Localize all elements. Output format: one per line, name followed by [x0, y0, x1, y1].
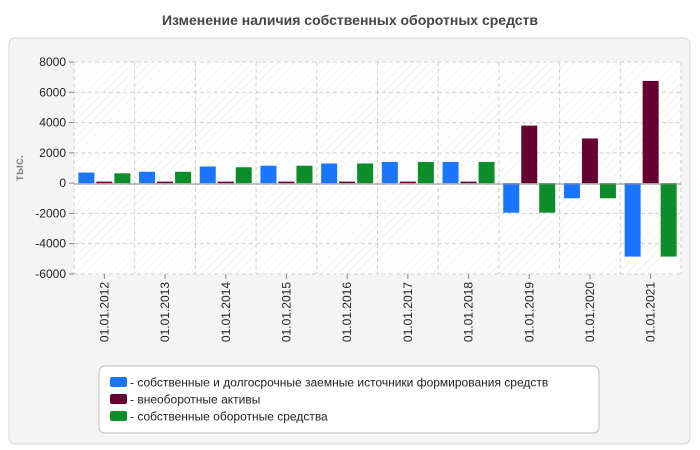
- bar-series-1: [321, 163, 338, 184]
- bar-series-2: [217, 181, 234, 184]
- y-axis: -6000 -4000 -2000 0 2000 4000 6000 8000: [35, 55, 74, 281]
- bar-series-2: [339, 181, 356, 184]
- bar-series-1: [563, 183, 580, 199]
- x-tick-label: 01.01.2015: [279, 282, 293, 342]
- bar-series-1: [139, 171, 156, 184]
- y-tick-label: 8000: [39, 55, 66, 69]
- legend-swatch-series-1: [110, 377, 127, 387]
- bar-series-1: [199, 166, 216, 184]
- bar-series-2: [460, 181, 477, 184]
- bar-series-1: [381, 161, 398, 184]
- bar-series-1: [78, 172, 95, 184]
- y-tick-label: 4000: [39, 116, 66, 130]
- legend-box: [98, 365, 600, 434]
- bar-series-2: [96, 181, 113, 184]
- bar-series-2: [581, 138, 598, 184]
- bar-series-3: [235, 167, 252, 184]
- bar-series-3: [478, 161, 495, 184]
- y-tick-label: -4000: [35, 237, 66, 251]
- legend-items: - собственные и долгосрочные заемные ист…: [110, 376, 548, 424]
- bar-series-2: [399, 181, 416, 184]
- legend-swatch-series-2: [110, 394, 127, 404]
- bar-series-2: [642, 80, 659, 184]
- legend-label-series-1: - собственные и долгосрочные заемные ист…: [130, 376, 548, 390]
- bar-series-3: [417, 161, 434, 184]
- y-tick-label: -2000: [35, 206, 66, 220]
- x-tick-label: 01.01.2021: [644, 282, 658, 342]
- x-tick-label: 01.01.2019: [522, 282, 536, 342]
- legend-label-series-2: - внеоборотные активы: [130, 393, 260, 407]
- bar-series-3: [599, 183, 616, 199]
- bar-series-3: [357, 163, 374, 184]
- bar-series-3: [175, 171, 192, 184]
- bar-series-1: [442, 161, 459, 184]
- x-tick-label: 01.01.2012: [97, 282, 111, 342]
- x-axis: 01.01.2012 01.01.2013 01.01.2014 01.01.2015…: [97, 274, 658, 342]
- y-tick-label: 6000: [39, 85, 66, 99]
- legend: - собственные и долгосрочные заемные ист…: [98, 365, 600, 434]
- y-tick-label: 0: [59, 176, 66, 190]
- bar-series-1: [503, 183, 520, 213]
- bar-series-2: [521, 125, 538, 184]
- bar-series-3: [114, 173, 131, 184]
- legend-label-series-3: - собственные оборотные средства: [130, 410, 328, 424]
- grid-lines: [73, 61, 682, 275]
- bar-series-3: [539, 183, 556, 213]
- x-tick-label: 01.01.2020: [583, 282, 597, 342]
- x-tick-label: 01.01.2016: [340, 282, 354, 342]
- bar-series-2: [157, 181, 174, 184]
- y-axis-label: тыс.: [12, 155, 26, 181]
- bar-series-1: [624, 183, 641, 257]
- y-tick-label: 2000: [39, 146, 66, 160]
- y-tick-label: -6000: [35, 267, 66, 281]
- bar-series-1: [260, 165, 277, 184]
- x-tick-label: 01.01.2014: [219, 282, 233, 342]
- legend-swatch-series-3: [110, 411, 127, 421]
- x-tick-label: 01.01.2013: [158, 282, 172, 342]
- bar-series-3: [660, 183, 677, 257]
- bar-series-3: [296, 165, 313, 184]
- x-tick-label: 01.01.2017: [401, 282, 415, 342]
- bar-series-2: [278, 181, 295, 184]
- x-tick-label: 01.01.2018: [462, 282, 476, 342]
- bars: [78, 80, 677, 257]
- chart-title: Изменение наличия собственных оборотных …: [162, 12, 538, 28]
